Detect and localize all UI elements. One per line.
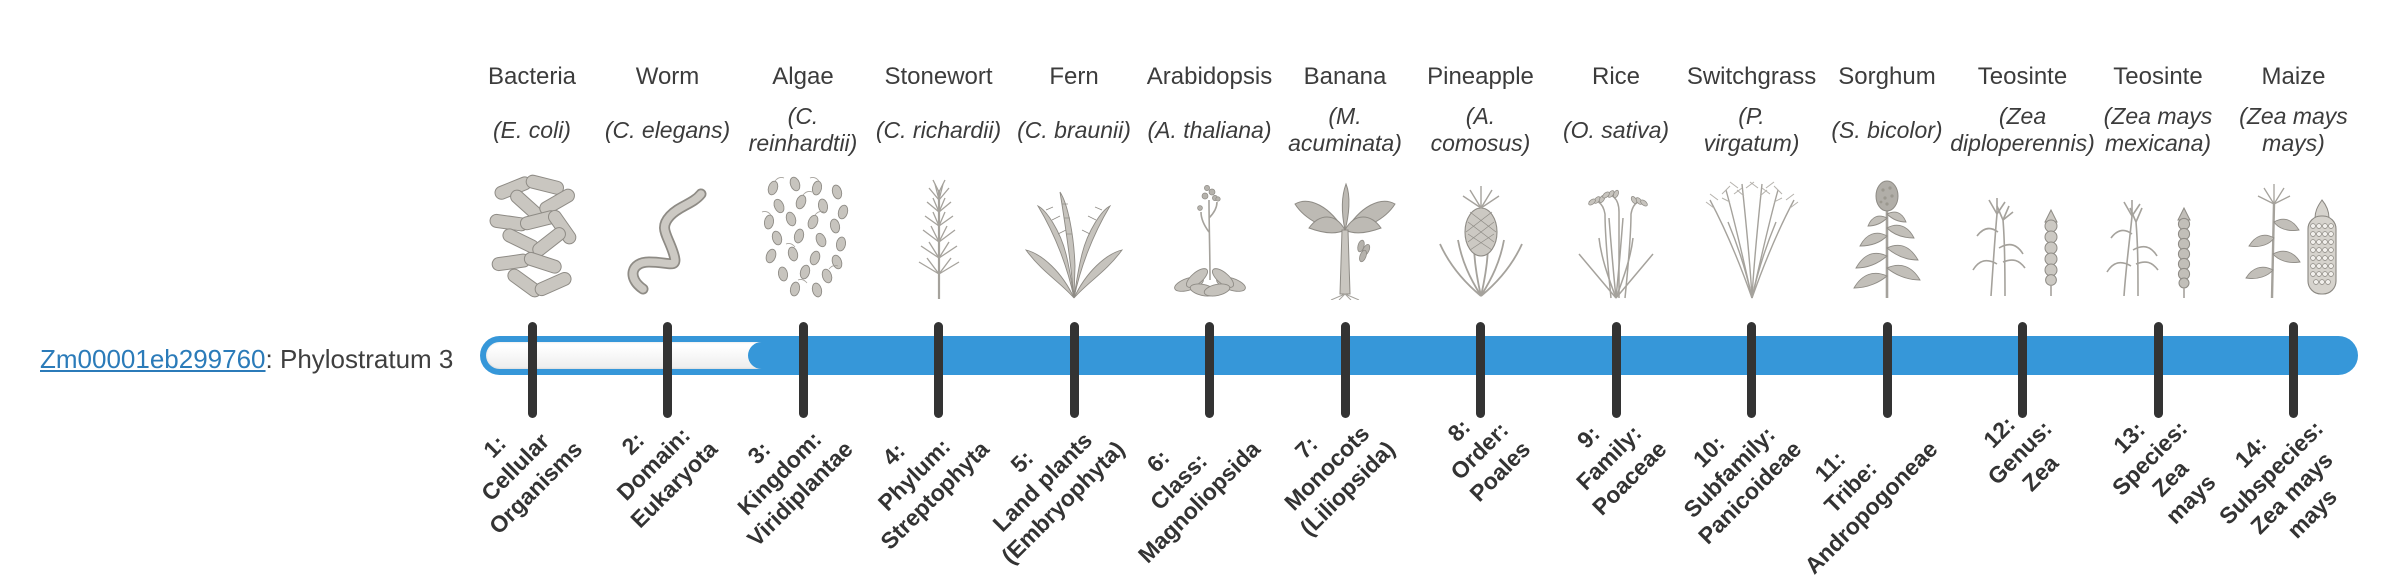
stratum-tick-mark — [934, 322, 943, 418]
species-illustration — [2068, 170, 2248, 300]
gene-label: Zm00001eb299760: Phylostratum 3 — [40, 344, 453, 374]
stratum-rank-label: 4: Phylum: Streptophyta — [872, 433, 994, 555]
stratum-tick-mark — [1205, 322, 1214, 418]
species-illustration — [2204, 170, 2384, 300]
stratum-column-7: Banana (M. acuminata) 7: Monocots (Lilio… — [1255, 0, 1435, 580]
species-scientific-name: (Zea diploperennis) — [1950, 103, 2095, 156]
stratum-tick-mark — [1882, 322, 1892, 418]
species-illustration — [1662, 170, 1842, 300]
stratum-column-8: Pineapple (A. comosus) 8: Order: Poales — [1391, 0, 1571, 580]
stratum-tick-mark — [2289, 322, 2298, 418]
stratum-rank-label: 1: Cellular Organisms — [475, 427, 588, 540]
rice-plant-icon — [1578, 189, 1654, 299]
species-illustration — [1797, 170, 1977, 300]
stratum-tick-mark — [1340, 322, 1350, 418]
species-scientific-name: (C. elegans) — [604, 116, 731, 143]
species-common-name: Worm — [635, 63, 700, 90]
species-common-name: Switchgrass — [1686, 63, 1817, 90]
fern-icon — [1024, 191, 1124, 299]
species-scientific-name: (C. reinhardtii) — [748, 103, 858, 156]
stratum-rank-label: 3: Kingdom: Viridiplantae — [732, 425, 859, 552]
stratum-tick-mark — [1476, 322, 1485, 418]
stratum-rank-label: 14: Subspecies: Zea mays mays — [2213, 415, 2342, 544]
stonewort-icon — [918, 179, 959, 299]
stratum-rank-label: 2: Domain: Eukaryota — [611, 422, 723, 533]
stratum-tick-mark — [1611, 322, 1621, 418]
species-common-name: Banana — [1303, 63, 1387, 90]
stratum-tick-mark — [1747, 322, 1756, 418]
species-illustration — [713, 170, 893, 300]
species-scientific-name: (Zea mays mexicana) — [2103, 103, 2213, 156]
species-scientific-name: (S. bicolor) — [1831, 116, 1943, 143]
worm-icon — [627, 188, 706, 295]
species-common-name: Pineapple — [1427, 63, 1534, 90]
pineapple-icon — [1438, 186, 1523, 297]
species-illustration — [1526, 170, 1706, 300]
stratum-rank-label: 9: Family: Poaceae — [1570, 419, 1672, 521]
stratum-tick-mark — [2018, 322, 2027, 418]
stratum-rank-label: 7: Monocots (Liliopsida) — [1279, 420, 1401, 541]
species-common-name: Arabidopsis — [1146, 63, 1273, 90]
switchgrass-icon — [1705, 181, 1798, 299]
species-illustration — [1255, 170, 1435, 300]
stratum-column-6: Arabidopsis (A. thaliana) 6: Class: Magn… — [1120, 0, 1300, 580]
species-common-name: Sorghum — [1838, 63, 1936, 90]
stratum-column-3: Algae (C. reinhardtii) — [713, 0, 893, 580]
species-common-name: Fern — [1049, 63, 1099, 90]
species-common-name: Maize — [2261, 63, 2326, 90]
maize-icon — [2244, 184, 2337, 299]
stratum-tick-mark — [2153, 322, 2163, 418]
species-common-name: Teosinte — [2113, 63, 2203, 90]
stratum-column-2: Worm (C. elegans) 2: Domain: Eukaryota — [578, 0, 758, 580]
teosinte-mexicana-icon — [2106, 200, 2191, 298]
species-illustration — [578, 170, 758, 300]
species-scientific-name: (E. coli) — [493, 116, 571, 143]
species-common-name: Rice — [1591, 63, 1640, 90]
bacteria-icon — [489, 174, 577, 298]
species-scientific-name: (C. braunii) — [1017, 116, 1131, 143]
arabidopsis-icon — [1173, 185, 1246, 297]
species-illustration — [442, 170, 622, 300]
species-scientific-name: (O. sativa) — [1562, 116, 1670, 143]
species-illustration — [1933, 170, 2113, 300]
species-scientific-name: (A. comosus) — [1430, 103, 1531, 156]
species-common-name: Teosinte — [1977, 63, 2068, 90]
species-scientific-name: (A. thaliana) — [1147, 116, 1272, 143]
stratum-tick-mark — [1069, 322, 1079, 418]
species-common-name: Algae — [772, 63, 834, 90]
stratum-column-14: Maize (Zea mays mays) 14: Subspecies — [2204, 0, 2384, 580]
species-scientific-name: (M. acuminata) — [1288, 103, 1402, 156]
stratum-column-13: Teosinte (Zea mays mexicana) 13: Species… — [2068, 0, 2248, 580]
species-scientific-name: (C. richardii) — [875, 116, 1002, 143]
stratum-tick-mark — [798, 322, 808, 418]
species-illustration — [1391, 170, 1571, 300]
gene-phylostratum-text: : Phylostratum 3 — [265, 344, 454, 374]
banana-tree-icon — [1294, 182, 1396, 300]
phylostrata-bar-filled-region — [748, 342, 2352, 369]
stratum-column-9: Rice (O. sativa) 9: Family: Poace — [1526, 0, 1706, 580]
species-common-name: Bacteria — [487, 63, 577, 90]
stratum-column-4: Stonewort (C. richardii) 4: Phylum: Stre… — [849, 0, 1029, 580]
stratum-tick-mark — [527, 322, 537, 418]
teosinte-diploperennis-icon — [1971, 198, 2058, 297]
species-common-name: Stonewort — [884, 63, 993, 90]
stratum-column-10: Switchgrass (P. virgatum) 10: Subfamily:… — [1662, 0, 1842, 580]
sorghum-icon — [1853, 180, 1921, 298]
stratum-tick-mark — [663, 322, 672, 418]
stratum-column-1: Bacteria (E. coli) 1: Cellular Organisms — [442, 0, 622, 580]
gene-id-link[interactable]: Zm00001eb299760 — [40, 344, 266, 374]
stratum-column-11: Sorghum (S. bicolor) 11: Tribe: Andropog… — [1797, 0, 1977, 580]
species-illustration — [849, 170, 1029, 300]
stratum-column-5: Fern (C. braunii) 5: Land plants (Embryo… — [984, 0, 1164, 580]
algae-cells-icon — [761, 176, 849, 298]
species-scientific-name: (Zea mays mays) — [2239, 103, 2348, 156]
species-scientific-name: (P. virgatum) — [1703, 103, 1800, 156]
species-illustration — [984, 170, 1164, 300]
species-illustration — [1120, 170, 1300, 300]
stratum-column-12: Teosinte (Zea diploperennis) 12: Genus: … — [1933, 0, 2113, 580]
